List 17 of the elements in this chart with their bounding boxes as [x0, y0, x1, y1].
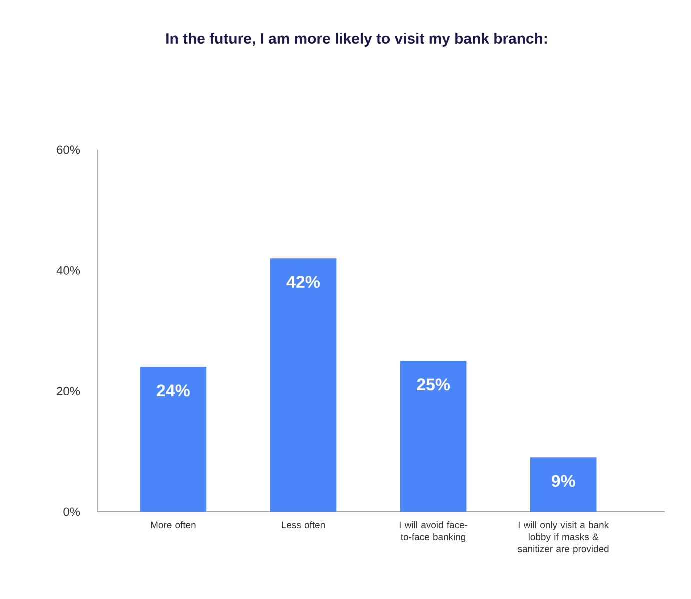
x-tick-label: I will avoid face-to-face banking [400, 522, 468, 542]
chart-title: In the future, I am more likely to visit my bank branch: [166, 33, 547, 47]
bar [140, 367, 207, 512]
y-tick-label: 60% [57, 146, 80, 154]
data-label: 42% [286, 276, 320, 288]
y-tick-label: 0% [64, 508, 80, 516]
bar [530, 458, 597, 512]
data-label: 24% [157, 384, 190, 397]
y-tick-label: 40% [56, 266, 80, 275]
bar [270, 258, 337, 512]
data-label: 9% [552, 475, 576, 488]
y-tick-label: 20% [57, 387, 80, 396]
bar [400, 361, 467, 512]
data-label: 25% [417, 378, 450, 391]
x-tick-label: Less often [282, 521, 325, 528]
x-tick-label: I will only visit a bank lobby if masks & sanitizer are provided [518, 522, 610, 554]
x-tick-label: More often [151, 521, 196, 528]
